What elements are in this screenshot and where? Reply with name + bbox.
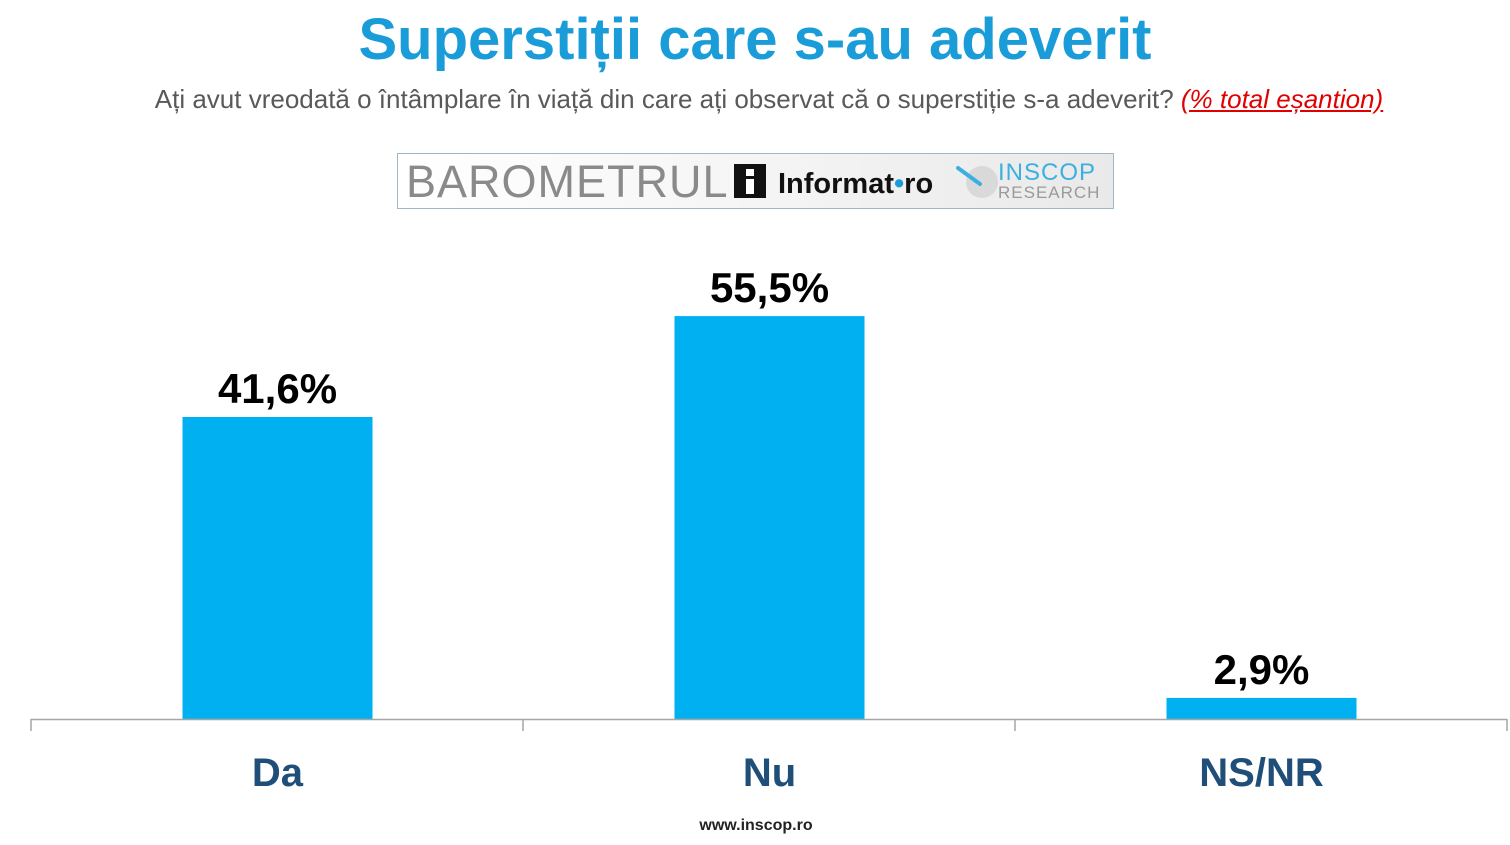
inscop-wordmark: INSCOP <box>998 159 1097 186</box>
informat-name: Informat <box>778 168 894 200</box>
research-wordmark: RESEARCH <box>998 183 1101 202</box>
informat-i-icon <box>734 164 766 198</box>
chart-title: Superstiții care s-au adeverit <box>358 7 1152 72</box>
subtitle-note: (% total eșantion) <box>1180 84 1384 114</box>
informat-separator: • <box>894 168 905 200</box>
chart-subtitle: Ați avut vreodată o întâmplare în viață … <box>0 84 1510 115</box>
data-label: 55,5% <box>710 264 829 311</box>
footer-url: www.inscop.ro <box>699 817 813 834</box>
x-tick-label: Da <box>252 751 304 795</box>
barometrul-wordmark: BAROMETRUL <box>406 156 729 207</box>
bar-da <box>182 417 373 719</box>
data-label: 2,9% <box>1214 646 1310 693</box>
barometer-logo-banner: BAROMETRUL Informat•ro INSCOP RESEARCH <box>397 153 1114 209</box>
informat-tld: ro <box>904 168 934 200</box>
subtitle-question: Ați avut vreodată o întâmplare în viață … <box>154 84 1174 114</box>
x-tick-label: NS/NR <box>1199 751 1324 795</box>
informat-wordmark: Informat•ro <box>778 168 933 200</box>
inscop-mark-icon <box>956 166 998 198</box>
data-label: 41,6% <box>218 365 337 412</box>
bar-nsnr <box>1166 697 1357 719</box>
x-tick-label: Nu <box>743 751 796 795</box>
bar-nu <box>674 316 865 719</box>
